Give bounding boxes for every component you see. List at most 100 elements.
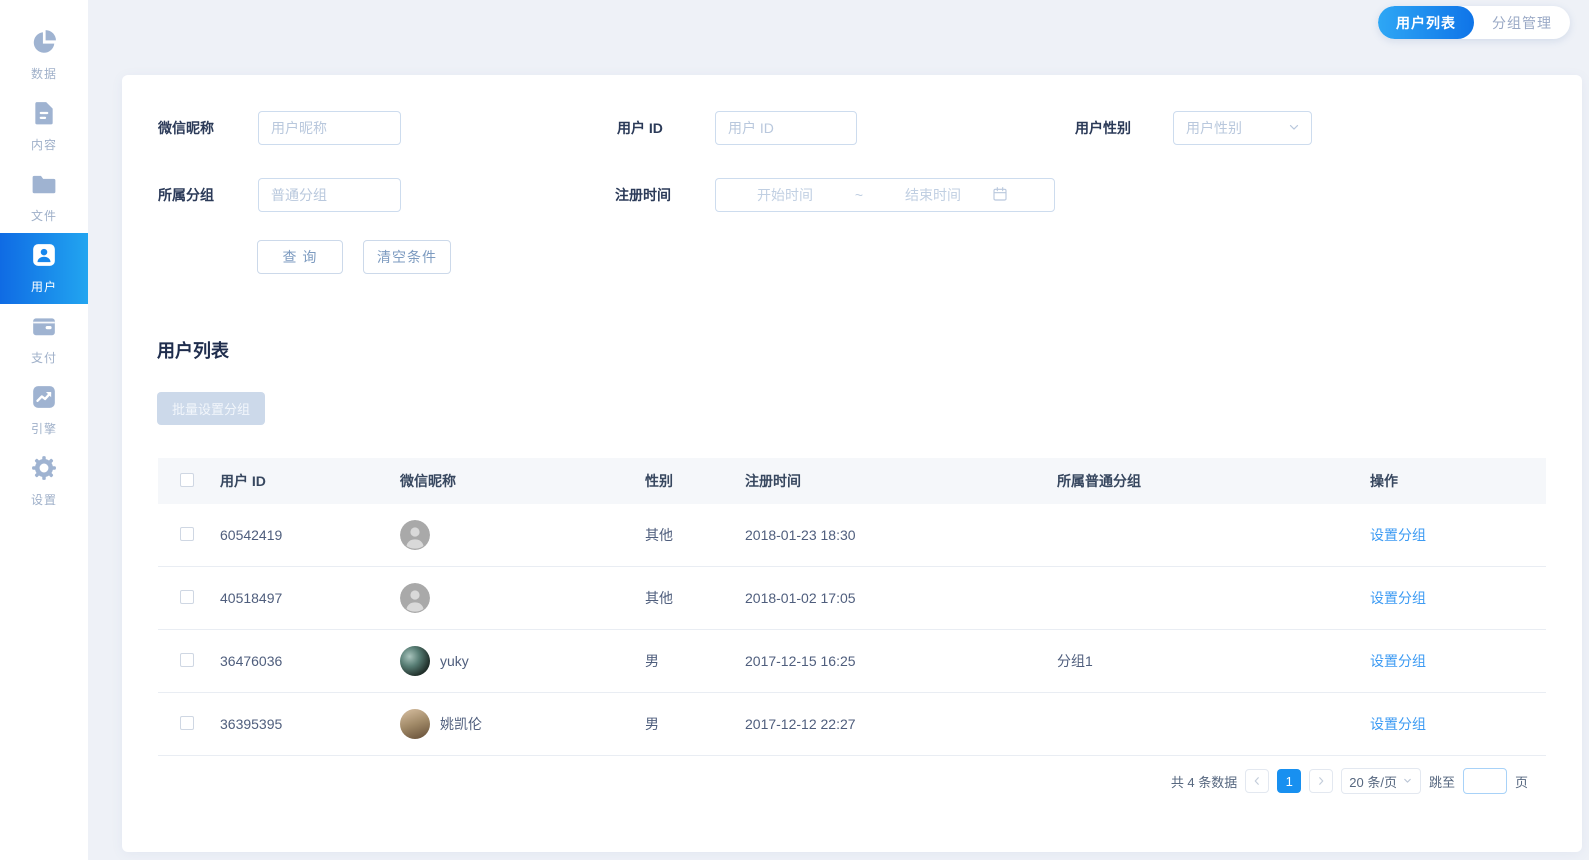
jump-prefix-label: 跳至 <box>1428 774 1455 790</box>
page-size-select[interactable]: 20 条/页 <box>1341 768 1421 794</box>
default-avatar <box>400 583 430 613</box>
pagination-total: 共 4 条数据 <box>1170 774 1238 790</box>
filter-wechat-nickname: 微信昵称 <box>158 111 401 145</box>
calendar-icon <box>992 186 1008 205</box>
cell-gender: 其他 <box>645 527 673 543</box>
prev-page-button[interactable] <box>1245 769 1270 793</box>
column-header-actions: 操作 <box>1370 473 1398 489</box>
table-row: 36476036 yuky 男 2017-12-15 16:25 分组1 设置分… <box>158 630 1546 693</box>
jump-to-page-input[interactable] <box>1462 768 1507 794</box>
wallet-icon <box>31 313 57 344</box>
row-checkbox[interactable] <box>180 526 194 541</box>
pie-chart-icon <box>31 29 57 60</box>
content-card: 微信昵称 用户 ID 用户性别 用户性别 所属分组 注册时间 ~ 查 询 清空条… <box>122 75 1582 852</box>
row-checkbox[interactable] <box>180 589 194 604</box>
table-header-row: 用户 ID 微信昵称 性别 注册时间 所属普通分组 操作 <box>158 458 1546 504</box>
page-number-button[interactable]: 1 <box>1277 769 1302 793</box>
section-title: 用户列表 <box>157 341 229 361</box>
column-header-user-id: 用户 ID <box>220 473 266 489</box>
filter-user-id: 用户 ID <box>617 111 857 145</box>
trend-up-icon <box>31 384 57 415</box>
sidebar-item-content[interactable]: 内容 <box>0 91 88 162</box>
pagination: 共 4 条数据 1 20 条/页 跳至 页 <box>1171 768 1528 794</box>
sidebar-item-label: 引擎 <box>30 422 57 436</box>
default-avatar <box>400 520 430 550</box>
photo-avatar <box>400 646 430 676</box>
cell-nickname: yuky <box>440 653 469 669</box>
clear-filters-button[interactable]: 清空条件 <box>363 240 451 274</box>
chevron-down-icon <box>1287 120 1301 137</box>
tab-user-list[interactable]: 用户列表 <box>1378 6 1474 39</box>
sidebar-item-payment[interactable]: 支付 <box>0 304 88 375</box>
sidebar-item-files[interactable]: 文件 <box>0 162 88 233</box>
cell-register-time: 2018-01-02 17:05 <box>745 590 856 606</box>
page-size-value: 20 条/页 <box>1349 774 1397 790</box>
user-table: 用户 ID 微信昵称 性别 注册时间 所属普通分组 操作 60542419 其他… <box>158 458 1546 756</box>
sidebar-item-users[interactable]: 用户 <box>0 233 88 304</box>
column-header-nickname: 微信昵称 <box>400 473 456 489</box>
wechat-nickname-input[interactable] <box>258 111 401 145</box>
sidebar: 数据 内容 文件 用户 支付 引擎 设置 <box>0 0 88 860</box>
user-id-input[interactable] <box>715 111 857 145</box>
column-header-group: 所属普通分组 <box>1057 473 1141 489</box>
group-input[interactable] <box>258 178 401 212</box>
date-range-separator: ~ <box>854 187 864 203</box>
table-row: 60542419 其他 2018-01-23 18:30 设置分组 <box>158 504 1546 567</box>
row-checkbox[interactable] <box>180 715 194 730</box>
cell-user-id: 40518497 <box>220 590 283 606</box>
set-group-link[interactable]: 设置分组 <box>1370 527 1426 543</box>
cell-register-time: 2017-12-12 22:27 <box>745 716 856 732</box>
sidebar-item-settings[interactable]: 设置 <box>0 446 88 517</box>
filter-gender: 用户性别 用户性别 <box>1075 111 1312 145</box>
date-range-picker[interactable]: ~ <box>715 178 1055 212</box>
cell-gender: 男 <box>645 716 659 732</box>
column-header-register-time: 注册时间 <box>745 473 801 489</box>
cell-user-id: 36476036 <box>220 653 283 669</box>
sidebar-item-label: 用户 <box>30 280 57 294</box>
user-id-label: 用户 ID <box>617 120 663 136</box>
filter-actions: 查 询 清空条件 <box>257 240 451 274</box>
sidebar-item-data[interactable]: 数据 <box>0 20 88 91</box>
wechat-nickname-label: 微信昵称 <box>158 120 214 136</box>
gender-select[interactable]: 用户性别 <box>1173 111 1312 145</box>
cell-user-id: 60542419 <box>220 527 283 543</box>
set-group-link[interactable]: 设置分组 <box>1370 716 1426 732</box>
cell-group: 分组1 <box>1057 653 1093 669</box>
group-label: 所属分组 <box>158 187 214 203</box>
filter-register-time: 注册时间 ~ <box>615 178 1055 212</box>
table-row: 36395395 姚凯伦 男 2017-12-12 22:27 设置分组 <box>158 693 1546 756</box>
sidebar-item-label: 设置 <box>30 493 57 507</box>
sidebar-item-label: 文件 <box>30 209 57 223</box>
gear-icon <box>31 455 57 486</box>
sidebar-item-engine[interactable]: 引擎 <box>0 375 88 446</box>
set-group-link[interactable]: 设置分组 <box>1370 653 1426 669</box>
cell-register-time: 2018-01-23 18:30 <box>745 527 856 543</box>
gender-select-value: 用户性别 <box>1186 120 1242 136</box>
row-checkbox[interactable] <box>180 652 194 667</box>
search-button[interactable]: 查 询 <box>257 240 343 274</box>
cell-gender: 其他 <box>645 590 673 606</box>
column-header-gender: 性别 <box>645 473 673 489</box>
sidebar-item-label: 支付 <box>30 351 57 365</box>
filter-group: 所属分组 <box>158 178 401 212</box>
cell-user-id: 36395395 <box>220 716 283 732</box>
photo-avatar <box>400 709 430 739</box>
chevron-down-icon <box>1402 774 1413 789</box>
select-all-checkbox[interactable] <box>180 472 194 487</box>
view-tabs: 用户列表 分组管理 <box>1378 6 1570 39</box>
end-date-input[interactable] <box>874 187 992 203</box>
gender-label: 用户性别 <box>1075 120 1131 136</box>
start-date-input[interactable] <box>726 187 844 203</box>
cell-register-time: 2017-12-15 16:25 <box>745 653 856 669</box>
register-time-label: 注册时间 <box>615 187 671 203</box>
document-icon <box>31 100 57 131</box>
next-page-button[interactable] <box>1309 769 1334 793</box>
jump-suffix-label: 页 <box>1514 774 1528 790</box>
user-icon <box>31 242 57 273</box>
set-group-link[interactable]: 设置分组 <box>1370 590 1426 606</box>
tab-group-manage[interactable]: 分组管理 <box>1492 14 1552 31</box>
sidebar-item-label: 数据 <box>30 67 57 81</box>
cell-gender: 男 <box>645 653 659 669</box>
batch-set-group-button[interactable]: 批量设置分组 <box>157 392 265 425</box>
cell-nickname: 姚凯伦 <box>440 716 482 732</box>
